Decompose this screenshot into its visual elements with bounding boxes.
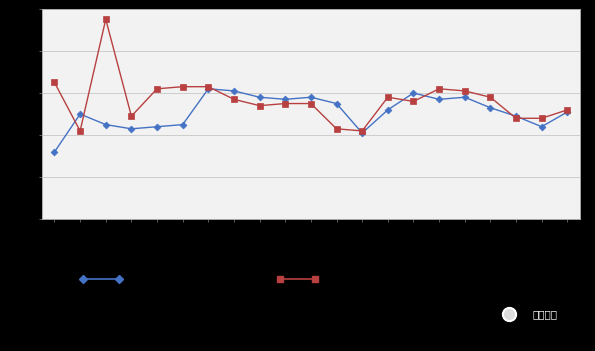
Text: 古县统计: 古县统计 [533, 309, 558, 319]
